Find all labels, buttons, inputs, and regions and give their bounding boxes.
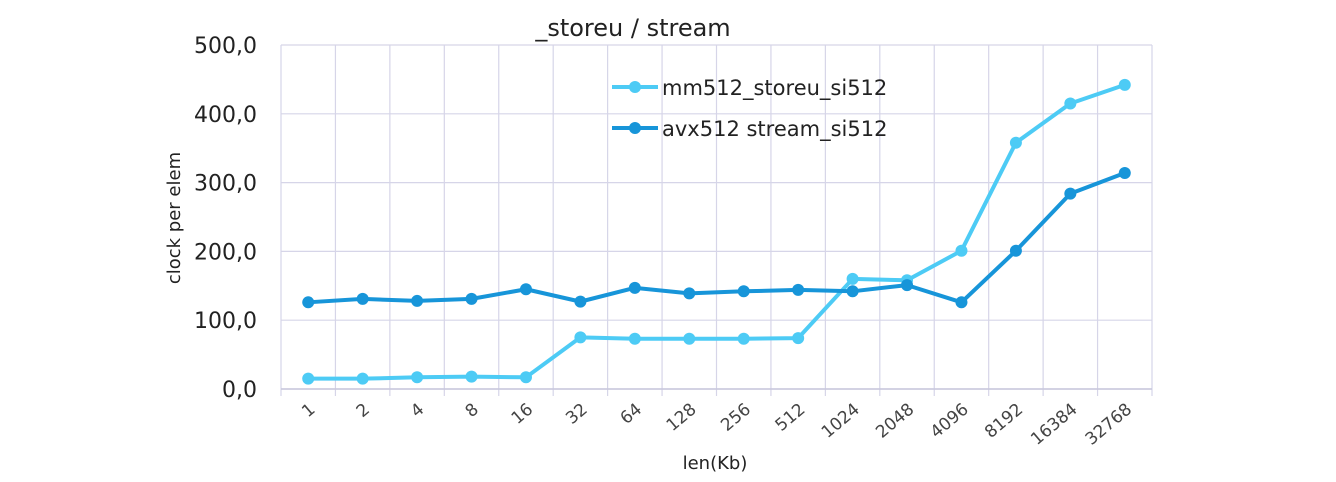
legend-label: mm512_storeu_si512 xyxy=(662,76,887,101)
x-tick-label: 2048 xyxy=(872,400,918,443)
data-point xyxy=(792,332,805,345)
data-point xyxy=(737,332,750,345)
y-tick-label: 500,0 xyxy=(194,34,257,59)
data-point xyxy=(901,279,914,292)
series-line xyxy=(306,170,1127,305)
chart-title: _storeu / stream xyxy=(534,14,730,42)
data-point xyxy=(465,292,478,305)
data-point xyxy=(356,292,369,305)
data-point xyxy=(846,272,859,285)
x-tick-label: 8192 xyxy=(981,400,1027,443)
x-tick-label: 4096 xyxy=(927,400,973,443)
x-tick-label: 64 xyxy=(617,400,646,429)
data-point xyxy=(792,283,805,296)
x-tick-label: 8 xyxy=(462,400,483,422)
data-point xyxy=(1064,97,1077,110)
y-tick-label: 0,0 xyxy=(222,378,257,403)
legend-swatch-marker xyxy=(629,122,641,134)
labels: _storeu / stream len(Kb) clock per elem xyxy=(164,14,747,474)
y-tick-label: 300,0 xyxy=(194,172,257,197)
data-point xyxy=(955,296,968,309)
data-point xyxy=(628,332,641,345)
data-point xyxy=(1009,136,1022,149)
legend-label: avx512 stream_si512 xyxy=(662,117,887,142)
data-point xyxy=(465,370,478,383)
x-axis-label: len(Kb) xyxy=(683,453,748,474)
x-tick-label: 4 xyxy=(407,400,428,422)
legend-item: mm512_storeu_si512 xyxy=(612,76,887,101)
data-point xyxy=(1118,78,1131,91)
x-tick-label: 32768 xyxy=(1082,400,1136,450)
data-point xyxy=(846,285,859,298)
data-point xyxy=(411,371,424,384)
data-point xyxy=(955,244,968,257)
data-point xyxy=(628,281,641,294)
data-point xyxy=(411,294,424,307)
y-axis-label: clock per elem xyxy=(164,152,185,284)
data-point xyxy=(519,283,532,296)
x-tick-label: 2 xyxy=(353,400,374,422)
legend: mm512_storeu_si512 avx512 stream_si512 xyxy=(612,76,887,142)
data-point xyxy=(302,296,315,309)
y-tick-label: 200,0 xyxy=(194,240,257,265)
x-tick-label: 1024 xyxy=(818,400,864,443)
data-point xyxy=(574,331,587,344)
legend-swatch-marker xyxy=(629,81,641,93)
x-tick-label: 16384 xyxy=(1027,400,1081,450)
data-point xyxy=(1118,166,1131,179)
data-point xyxy=(737,285,750,298)
data-point xyxy=(519,371,532,384)
data-point xyxy=(1009,244,1022,257)
series-line xyxy=(306,82,1127,381)
series-layer xyxy=(302,78,1131,385)
series-1 xyxy=(302,78,1131,385)
data-point xyxy=(574,295,587,308)
data-point xyxy=(683,332,696,345)
y-tick-label: 400,0 xyxy=(194,103,257,128)
data-point xyxy=(683,287,696,300)
data-point xyxy=(302,372,315,385)
data-point xyxy=(356,372,369,385)
x-tick-label: 128 xyxy=(663,400,701,436)
x-tick-label: 1 xyxy=(298,400,319,422)
series-2 xyxy=(302,166,1131,309)
legend-item: avx512 stream_si512 xyxy=(612,117,887,142)
x-tick-label: 256 xyxy=(717,400,755,436)
x-tick-label: 16 xyxy=(508,400,537,429)
x-tick-label: 32 xyxy=(562,400,591,429)
x-tick-label: 512 xyxy=(772,400,810,436)
y-tick-label: 100,0 xyxy=(194,309,257,334)
data-point xyxy=(1064,187,1077,200)
